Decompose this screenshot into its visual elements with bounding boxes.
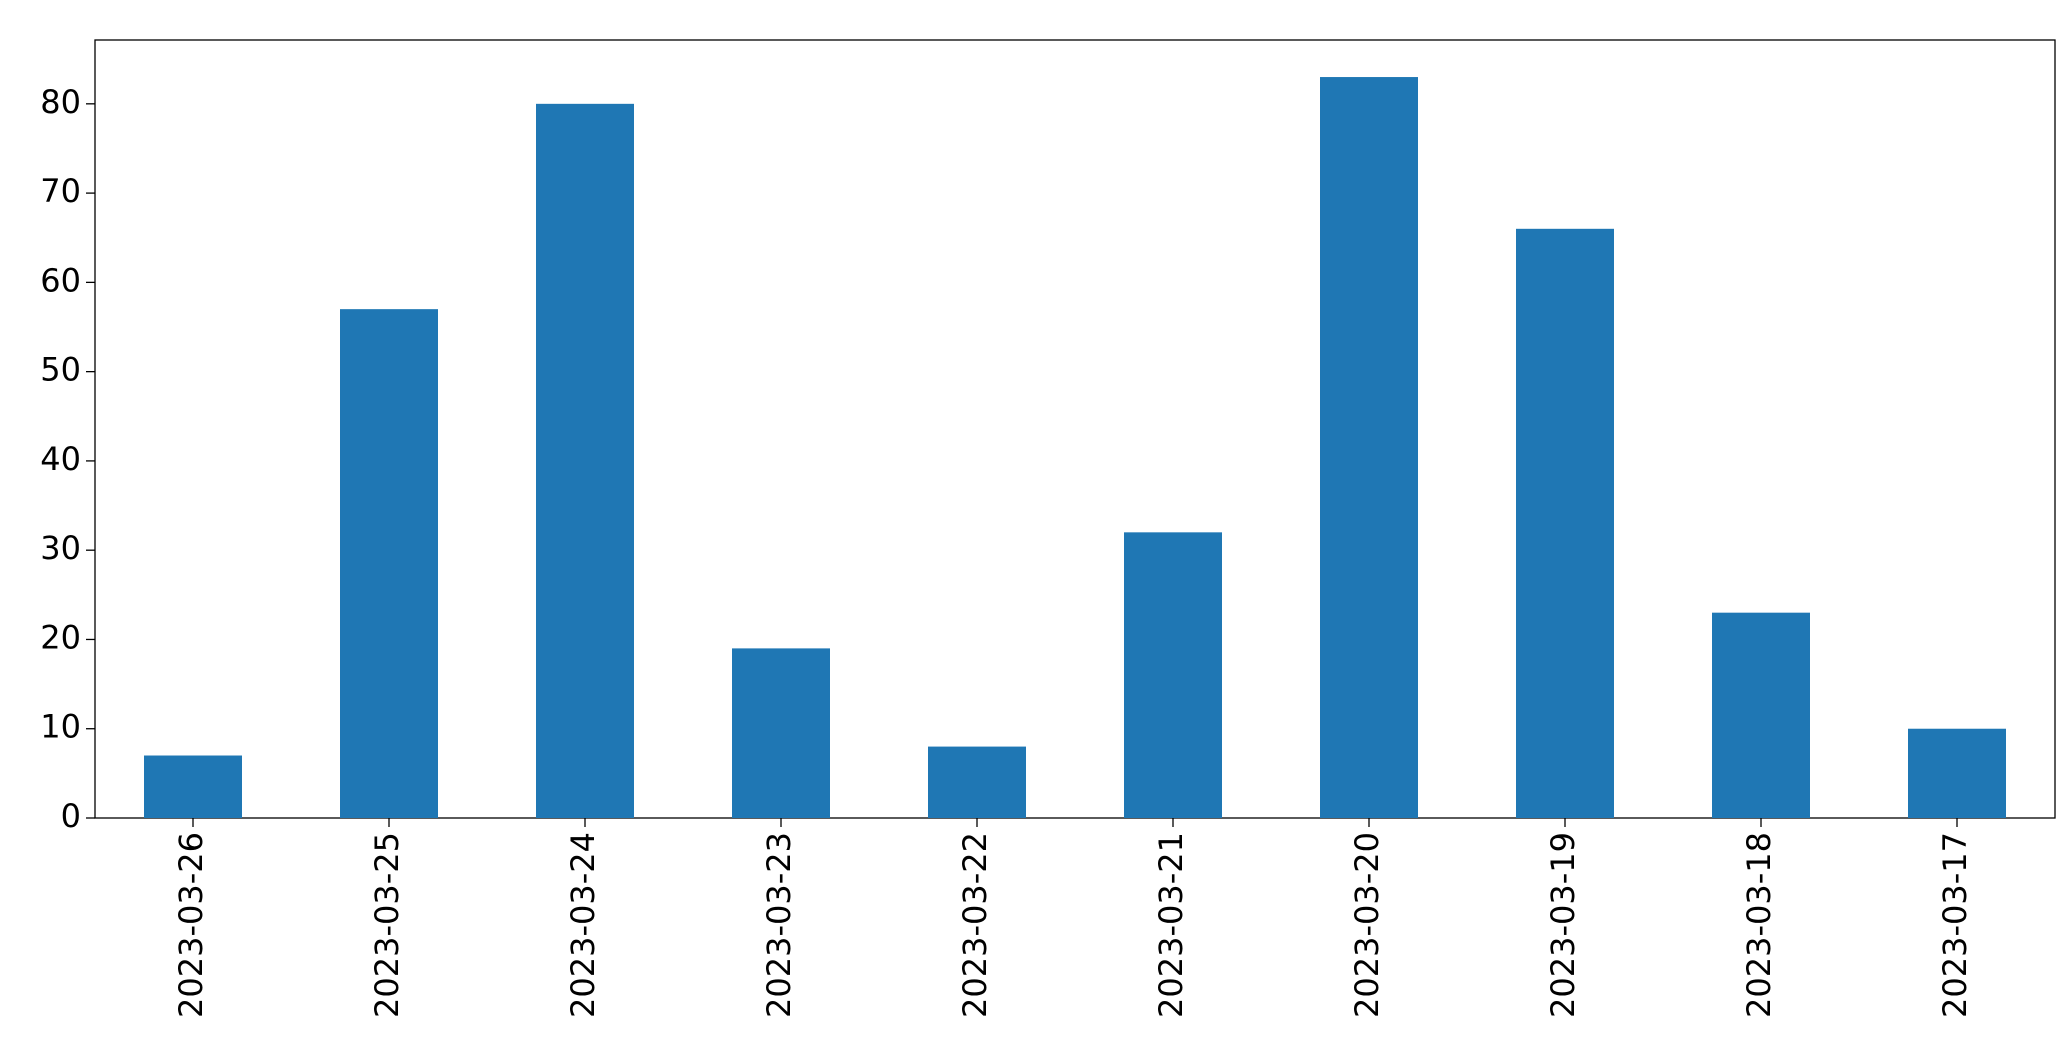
x-tick-label: 2023-03-26 [172, 832, 210, 1018]
bar [928, 746, 1026, 818]
y-tick-label: 30 [40, 529, 81, 567]
x-tick-label: 2023-03-22 [956, 832, 994, 1018]
x-tick-label: 2023-03-25 [368, 832, 406, 1018]
bar [1908, 728, 2006, 818]
bar [536, 103, 634, 818]
y-tick-label: 70 [40, 172, 81, 210]
x-tick-label: 2023-03-17 [1936, 832, 1974, 1018]
y-tick-label: 20 [40, 618, 81, 656]
y-tick-label: 80 [40, 83, 81, 121]
x-tick-label: 2023-03-18 [1740, 832, 1778, 1018]
bar [1516, 228, 1614, 818]
x-tick-label: 2023-03-20 [1348, 832, 1386, 1018]
y-tick-label: 50 [40, 351, 81, 389]
x-tick-label: 2023-03-19 [1544, 832, 1582, 1018]
y-tick-label: 40 [40, 440, 81, 478]
x-tick-label: 2023-03-23 [760, 832, 798, 1018]
bar [1320, 77, 1418, 819]
x-tick-label: 2023-03-24 [564, 832, 602, 1018]
bar [144, 755, 242, 818]
bar [732, 648, 830, 818]
bar [340, 309, 438, 818]
bar [1712, 612, 1810, 818]
y-tick-label: 10 [40, 708, 81, 746]
y-tick-label: 0 [61, 797, 81, 835]
x-tick-label: 2023-03-21 [1152, 832, 1190, 1018]
bar [1124, 532, 1222, 818]
y-tick-label: 60 [40, 261, 81, 299]
plot-frame [94, 39, 2056, 819]
